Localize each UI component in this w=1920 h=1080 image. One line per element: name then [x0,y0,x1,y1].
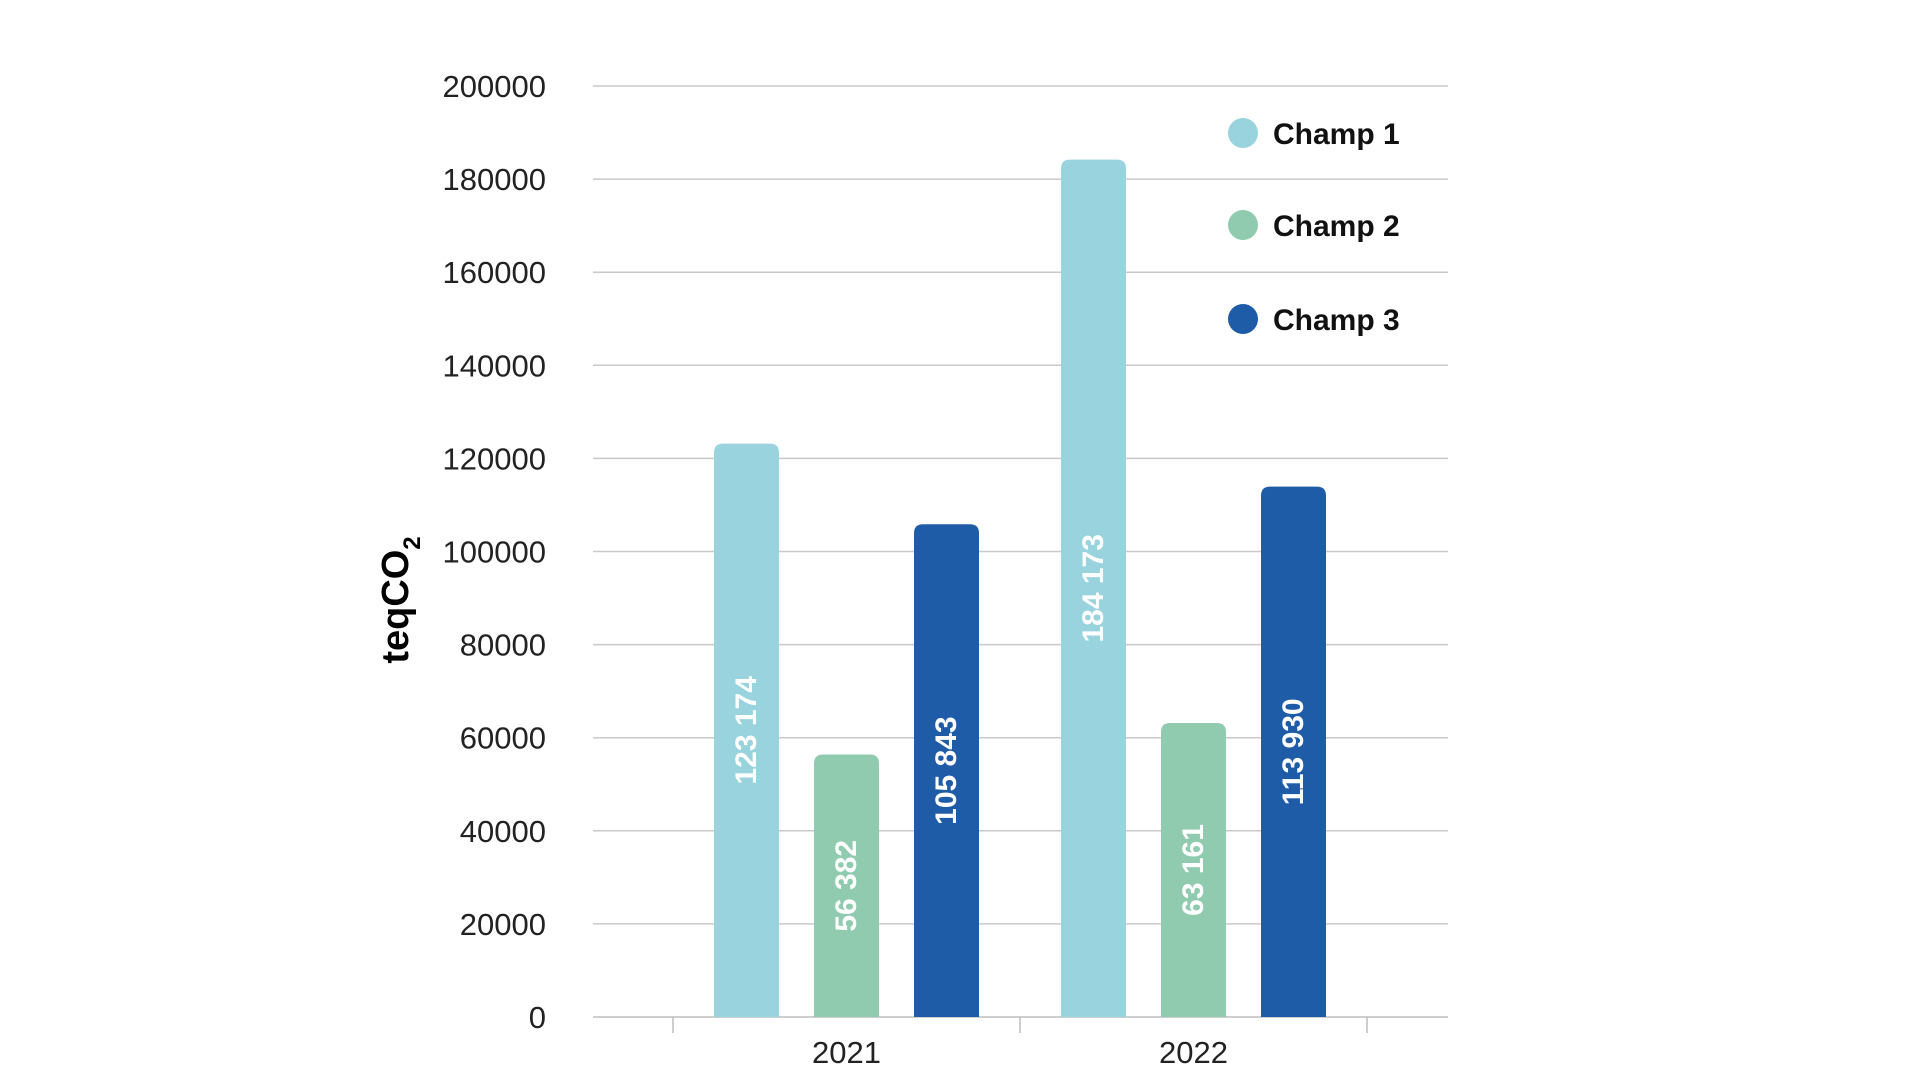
legend-label: Champ 1 [1273,118,1400,151]
bar-value-label: 184 173 [1077,534,1110,642]
y-axis-ticks: 0 20000 40000 60000 80000 100000 120000 140000 1… [443,69,546,1035]
y-tick-label: 120000 [443,441,546,476]
bar-value-label: 63 161 [1177,824,1210,916]
bar [1161,722,1226,1017]
legend-swatch [1228,210,1258,240]
y-tick-label: 20000 [460,907,546,942]
legend: Champ 1 Champ 2 Champ 3 [1228,118,1400,337]
bar-value-label: 123 174 [730,676,763,785]
y-tick-label: 0 [529,1000,546,1035]
bar-value-label: 56 382 [830,840,863,932]
bar [1261,486,1326,1017]
y-tick-label: 40000 [460,814,546,849]
y-tick-label: 160000 [443,255,546,290]
bar-value-label: 113 930 [1277,698,1310,805]
y-tick-label: 140000 [443,348,546,383]
y-tick-label: 100000 [443,535,546,570]
y-axis-label-subscript: 2 [399,536,426,549]
bar [914,524,979,1017]
y-tick-label: 200000 [443,69,546,104]
bar [714,443,779,1018]
legend-swatch [1228,304,1258,334]
bar [1061,159,1126,1017]
legend-swatch [1228,118,1258,148]
y-axis-label-main: teqCO [375,550,417,664]
x-axis-categories: 2021 2022 [812,1035,1228,1070]
y-axis-label: teqCO2 [375,536,426,663]
legend-label: Champ 3 [1273,304,1400,337]
y-tick-label: 180000 [443,162,546,197]
y-tick-label: 60000 [460,721,546,756]
legend-label: Champ 2 [1273,210,1400,243]
y-tick-label: 80000 [460,628,546,663]
x-category-label: 2021 [812,1035,881,1070]
bars: 123 174 56 382 105 843 184 173 63 161 113 930 [714,159,1326,1018]
x-axis [593,1016,1448,1033]
bar-value-label: 105 843 [930,716,963,824]
x-category-label: 2022 [1159,1035,1228,1070]
bar [814,754,879,1017]
